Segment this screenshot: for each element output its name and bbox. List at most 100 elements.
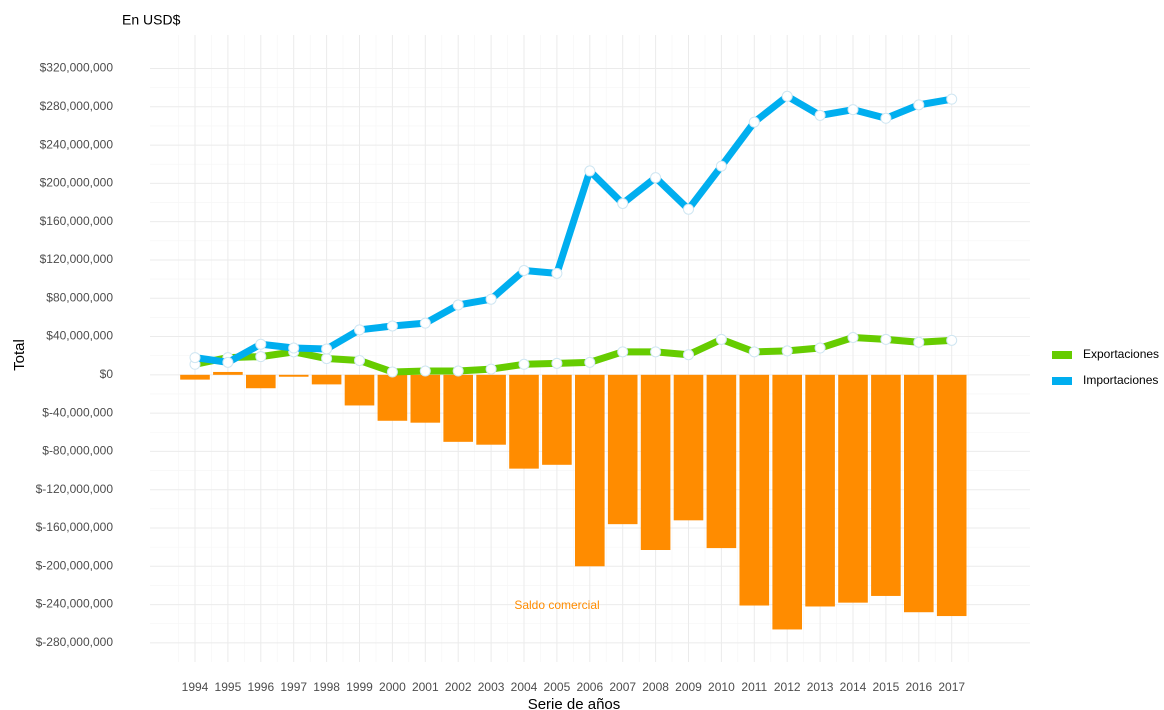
x-tick-label: 1994 [182, 680, 209, 694]
point [419, 365, 431, 377]
point [946, 334, 958, 346]
point [715, 333, 727, 345]
x-tick-label: 2006 [576, 680, 603, 694]
x-tick-label: 1996 [247, 680, 274, 694]
y-tick-label: $160,000,000 [40, 214, 114, 228]
bar [311, 374, 342, 385]
x-tick-label: 2008 [642, 680, 669, 694]
bar [838, 374, 868, 603]
point [518, 358, 530, 370]
bar [805, 374, 835, 607]
point [650, 172, 662, 184]
chart-title: En USD$ [122, 12, 181, 28]
point [847, 104, 859, 116]
point [715, 160, 727, 172]
bar [574, 374, 605, 567]
x-tick-label: 1997 [280, 680, 307, 694]
point [748, 346, 760, 358]
y-tick-label: $-80,000,000 [42, 444, 113, 458]
point [748, 116, 760, 128]
point [354, 324, 365, 336]
point [946, 93, 958, 105]
y-tick-label: $-200,000,000 [36, 558, 114, 572]
x-tick-label: 2000 [379, 680, 406, 694]
point [584, 356, 596, 368]
point [222, 356, 234, 368]
bar [706, 374, 737, 549]
y-tick-label: $-240,000,000 [36, 597, 114, 611]
bar [936, 374, 967, 617]
marks [180, 90, 967, 630]
bar [410, 374, 441, 423]
bar [377, 374, 408, 421]
bar [278, 374, 309, 377]
x-tick-label: 1998 [313, 680, 340, 694]
bar [640, 374, 671, 551]
y-tick-label: $80,000,000 [46, 290, 113, 304]
bar [542, 374, 572, 465]
bar [772, 374, 803, 630]
line [194, 333, 952, 376]
bar [213, 371, 243, 375]
y-axis-title: Total [11, 339, 28, 371]
point [354, 354, 365, 366]
x-tick-label: 2016 [905, 680, 932, 694]
point [288, 342, 300, 354]
point [518, 264, 530, 276]
x-tick-label: 2010 [708, 680, 735, 694]
bar [903, 374, 934, 613]
point [452, 365, 464, 377]
legend-swatch [1052, 351, 1072, 359]
point [452, 299, 464, 311]
point [781, 90, 793, 102]
x-tick-label: 2001 [412, 680, 439, 694]
x-tick-label: 2013 [807, 680, 834, 694]
point [913, 336, 925, 348]
legend-label: Exportaciones [1083, 347, 1159, 361]
point [781, 345, 793, 357]
point [485, 293, 497, 305]
x-tick-label: 2002 [445, 680, 472, 694]
bar [443, 374, 474, 442]
bar [344, 374, 375, 406]
x-tick-label: 2012 [774, 680, 801, 694]
y-tick-label: $0 [100, 367, 114, 381]
point [255, 338, 267, 350]
legend-label: Importaciones [1083, 373, 1158, 387]
x-tick-label: 2004 [511, 680, 538, 694]
y-tick-label: $280,000,000 [40, 99, 114, 113]
bar [245, 374, 276, 389]
y-tick-label: $-280,000,000 [36, 635, 114, 649]
x-tick-label: 2003 [478, 680, 505, 694]
point [386, 320, 398, 332]
y-tick-label: $200,000,000 [40, 176, 114, 190]
point [617, 197, 629, 209]
bar [180, 374, 210, 380]
point [617, 346, 629, 358]
x-tick-label: 2009 [675, 680, 702, 694]
y-tick-label: $-40,000,000 [42, 405, 113, 419]
x-axis-title: Serie de años [528, 696, 621, 710]
y-tick-label: $120,000,000 [40, 252, 114, 266]
point [386, 366, 398, 378]
point [650, 346, 662, 358]
point [321, 353, 333, 365]
x-tick-label: 2007 [609, 680, 636, 694]
point [189, 352, 201, 364]
legend-swatch [1052, 377, 1072, 385]
point [814, 342, 826, 354]
y-tick-label: $240,000,000 [40, 137, 114, 151]
x-tick-label: 2015 [873, 680, 900, 694]
point [551, 267, 563, 279]
point [847, 331, 859, 343]
annotation: Saldo comercial [514, 598, 599, 612]
x-tick-label: 2011 [741, 680, 767, 694]
bar [673, 374, 704, 521]
point [814, 109, 826, 121]
bar [509, 374, 539, 469]
point [584, 165, 596, 177]
point [321, 343, 333, 355]
point [255, 351, 267, 363]
x-tick-label: 2005 [544, 680, 571, 694]
